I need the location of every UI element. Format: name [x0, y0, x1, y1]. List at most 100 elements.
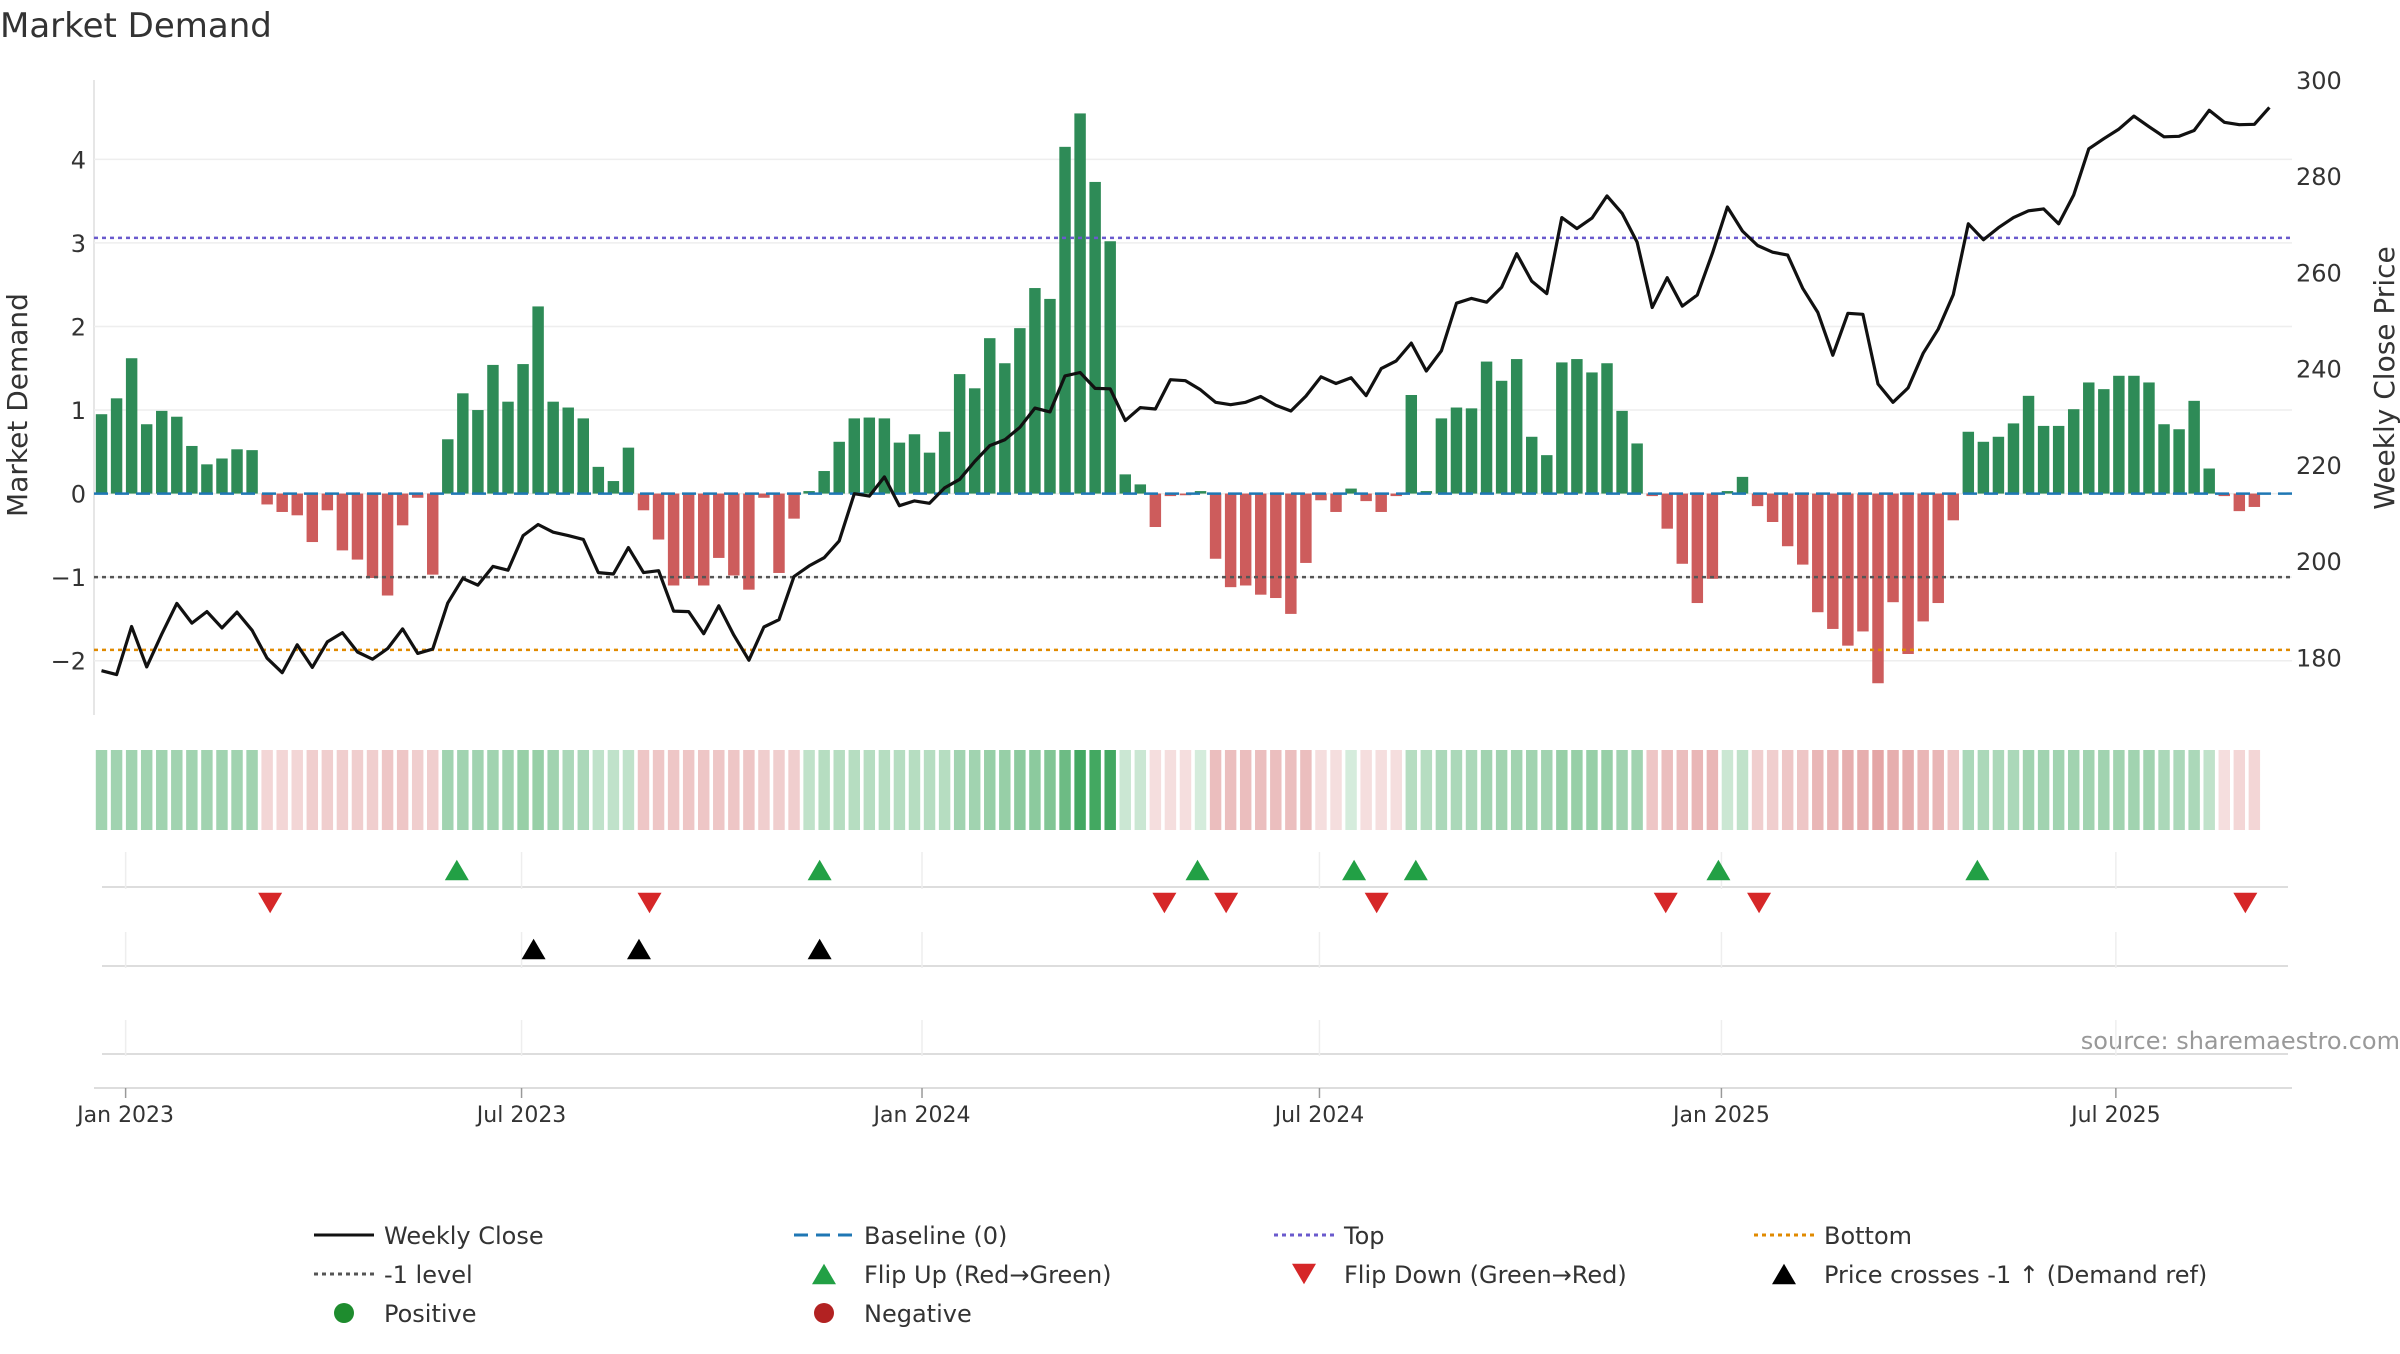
negative-bar	[366, 493, 379, 578]
positive-bar	[125, 358, 138, 494]
negative-bar	[2233, 493, 2246, 512]
heat-cell	[1495, 750, 1508, 830]
legend-swatch	[812, 1263, 836, 1285]
heat-cell	[878, 750, 891, 830]
legend-swatch	[334, 1303, 354, 1323]
positive-bar	[186, 445, 198, 494]
heat-cell	[622, 750, 635, 830]
heat-cell	[562, 750, 574, 830]
price-cross-marker	[807, 938, 832, 960]
positive-bar	[592, 466, 605, 494]
legend-label: Weekly Close	[384, 1222, 544, 1250]
positive-bar	[999, 363, 1011, 494]
positive-bar	[2067, 409, 2080, 494]
heat-cell	[502, 750, 514, 830]
negative-bar	[743, 493, 755, 590]
positive-bar	[938, 431, 951, 494]
positive-bar	[1465, 408, 1478, 494]
positive-bar	[2128, 375, 2140, 494]
heat-cell	[848, 750, 860, 830]
negative-bar	[291, 493, 303, 516]
heat-cell	[1857, 750, 1869, 830]
heat-cell	[381, 750, 394, 830]
positive-bar	[1450, 407, 1463, 494]
heat-cell	[893, 750, 906, 830]
y2-tick-label: 240	[2296, 356, 2342, 384]
positive-bar	[140, 424, 153, 494]
negative-bar	[1239, 493, 1252, 586]
negative-bar	[1872, 493, 1884, 684]
negative-bar	[1270, 493, 1282, 599]
heat-cell	[1796, 750, 1809, 830]
negative-bar	[1857, 493, 1869, 632]
positive-bar	[547, 401, 559, 494]
positive-bar	[2143, 382, 2155, 494]
flip-down-marker	[258, 892, 283, 914]
positive-bar	[803, 491, 815, 494]
heat-cell	[1977, 750, 1990, 830]
heat-cell	[95, 750, 108, 830]
negative-bar	[1947, 493, 1959, 521]
positive-bar	[562, 407, 574, 494]
heat-cell	[1390, 750, 1402, 830]
negative-bar	[1149, 493, 1162, 528]
positive-bar	[1029, 288, 1041, 494]
heat-cell	[411, 750, 424, 830]
heat-cell	[231, 750, 243, 830]
heat-cell	[1872, 750, 1884, 830]
negative-bar	[1706, 493, 1719, 579]
positive-bar	[442, 439, 454, 494]
positive-bar	[1435, 418, 1448, 494]
flip-down-marker	[1214, 892, 1239, 914]
negative-bar	[1917, 493, 1929, 622]
heat-cell	[1345, 750, 1357, 830]
negative-bar	[1164, 493, 1177, 497]
heat-cell	[833, 750, 845, 830]
heat-cell	[1586, 750, 1598, 830]
heat-cell	[1661, 750, 1673, 830]
heat-cell	[968, 750, 981, 830]
y2-tick-label: 180	[2296, 644, 2342, 672]
negative-bar	[1676, 493, 1689, 564]
heat-cell	[171, 750, 183, 830]
y-tick-label: 1	[71, 397, 86, 425]
legend-item: Flip Down (Green→Red)	[1292, 1261, 1627, 1289]
positive-bar	[1631, 443, 1643, 494]
heat-cell	[2128, 750, 2140, 830]
positive-bar	[1074, 113, 1086, 494]
heat-cell	[607, 750, 620, 830]
positive-bar	[2173, 429, 2185, 494]
legend-label: Negative	[864, 1300, 972, 1328]
positive-bar	[1089, 181, 1101, 494]
heat-cell	[1029, 750, 1041, 830]
heat-cell	[1601, 750, 1613, 830]
heat-cell	[1706, 750, 1719, 830]
positive-bar	[818, 471, 830, 494]
heat-cell	[728, 750, 740, 830]
y2-ticks: 300 280 260 240 220 200 180	[2296, 67, 2342, 672]
flip-up-marker	[1342, 859, 1367, 881]
positive-bar	[1044, 298, 1056, 494]
positive-bar	[216, 458, 228, 494]
negative-bar	[1751, 493, 1764, 507]
heat-cell	[1781, 750, 1794, 830]
heat-cell	[1842, 750, 1854, 830]
positive-bar	[2007, 423, 2020, 494]
heat-cell	[2233, 750, 2246, 830]
heat-cell	[713, 750, 725, 830]
negative-bar	[381, 493, 394, 596]
heat-cell	[1992, 750, 2005, 830]
negative-bar	[652, 493, 665, 540]
legend-swatch	[1772, 1263, 1796, 1285]
positive-bar	[502, 401, 514, 494]
heat-cell	[276, 750, 288, 830]
heat-cell	[1270, 750, 1282, 830]
flip-up-marker	[444, 859, 469, 881]
heat-cell	[427, 750, 439, 830]
y2-tick-label: 220	[2296, 452, 2342, 480]
negative-bar	[351, 493, 364, 560]
heat-cell	[216, 750, 228, 830]
positive-bar	[923, 452, 936, 494]
positive-bar	[110, 398, 123, 494]
